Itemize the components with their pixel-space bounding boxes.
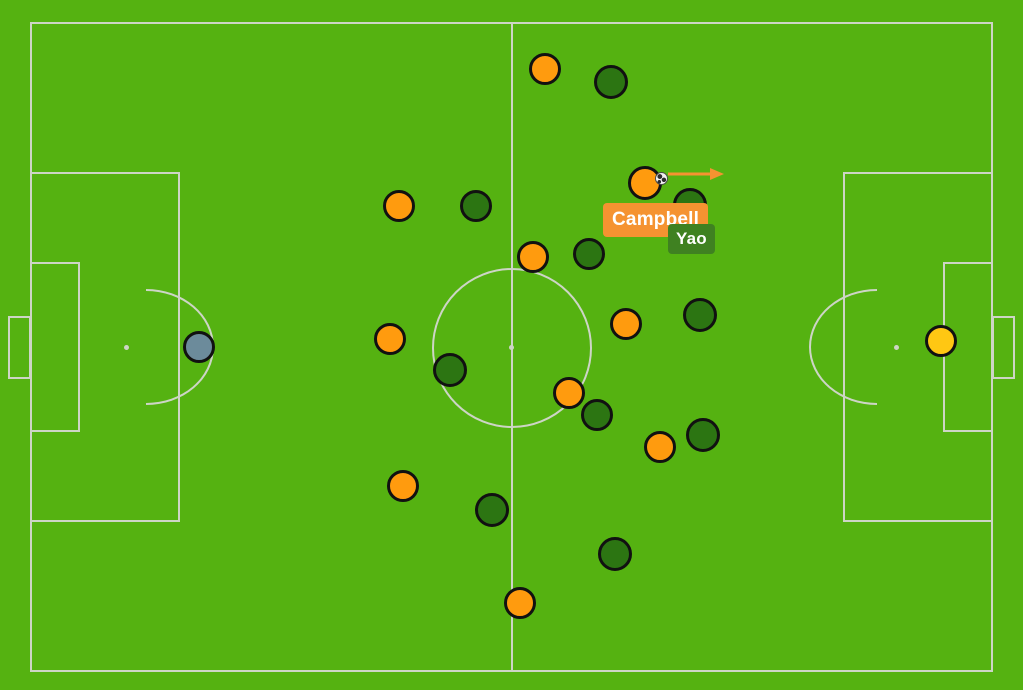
goal-right (992, 316, 1015, 379)
player-marker-h8[interactable] (387, 470, 419, 502)
player-name-label-yao[interactable]: Yao (668, 224, 715, 254)
player-marker-a6[interactable] (433, 353, 467, 387)
player-marker-a7[interactable] (581, 399, 613, 431)
player-marker-h9[interactable] (504, 587, 536, 619)
player-marker-h6[interactable] (553, 377, 585, 409)
player-marker-a1[interactable] (594, 65, 628, 99)
player-marker-a10[interactable] (598, 537, 632, 571)
player-marker-a3[interactable] (573, 238, 605, 270)
centre-spot (509, 345, 514, 350)
player-marker-h1[interactable] (529, 53, 561, 85)
player-marker-gk-away[interactable] (183, 331, 215, 363)
match-ball-icon (655, 172, 668, 185)
player-marker-h7[interactable] (644, 431, 676, 463)
player-marker-h5[interactable] (610, 308, 642, 340)
player-marker-a9[interactable] (475, 493, 509, 527)
player-marker-h4[interactable] (374, 323, 406, 355)
movement-arrow-icon (668, 168, 724, 180)
penalty-spot-left (124, 345, 129, 350)
player-marker-h2[interactable] (383, 190, 415, 222)
player-marker-a2[interactable] (460, 190, 492, 222)
penalty-spot-right (894, 345, 899, 350)
goal-left (8, 316, 31, 379)
goal-area-left (30, 262, 80, 432)
player-marker-a8[interactable] (686, 418, 720, 452)
player-marker-a5[interactable] (683, 298, 717, 332)
player-marker-gk-home[interactable] (925, 325, 957, 357)
player-marker-h3[interactable] (517, 241, 549, 273)
centre-circle (432, 268, 592, 428)
